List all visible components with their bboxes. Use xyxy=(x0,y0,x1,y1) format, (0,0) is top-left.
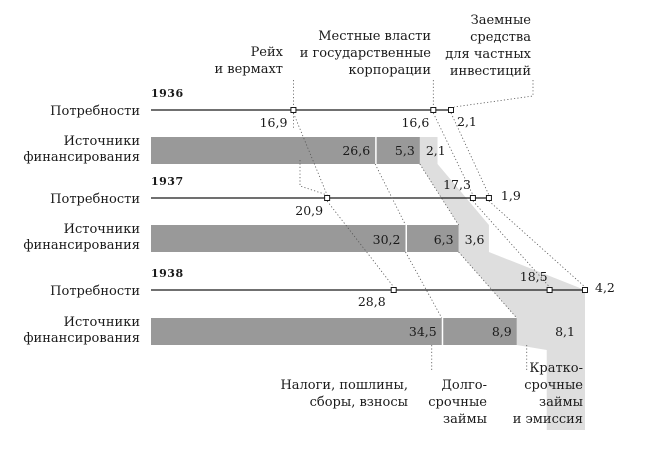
sources-value-short-1938: 8,1 xyxy=(555,324,575,339)
leader-private-annotation xyxy=(453,80,534,108)
leader-taxes-37-38 xyxy=(405,251,443,319)
annotation-local-line-3: корпорации xyxy=(348,63,431,78)
annotation-private-line-1: Заемные xyxy=(471,13,532,28)
row-label-sources-1938-line-1: Источники xyxy=(64,315,140,330)
annotation-taxes-line-2: сборы, взносы xyxy=(310,395,408,410)
row-label-sources-1937-line-2: финансирования xyxy=(23,238,140,253)
sources-value-short-1936: 2,1 xyxy=(426,143,446,158)
annotation-taxes-line-1: Налоги, пошлины, xyxy=(280,378,408,393)
needs-value-1937-3: 1,9 xyxy=(501,188,521,203)
leader-private-36-37 xyxy=(450,112,490,196)
short-term-loans-band xyxy=(419,137,585,430)
bar-long-term-loans-1938 xyxy=(443,318,517,345)
bar-long-term-loans-1936 xyxy=(376,137,420,164)
annotation-private-line-4: инвестиций xyxy=(450,64,531,79)
leader-local-37-38 xyxy=(472,200,550,288)
annotation-short-loans-line-1: Кратко- xyxy=(529,361,583,376)
bar-taxes-1938 xyxy=(151,318,442,345)
row-label-needs-1936: Потребности xyxy=(50,104,140,119)
row-label-sources-1938-line-2: финансирования xyxy=(23,331,140,346)
marker-reich-1936 xyxy=(290,107,297,113)
bar-taxes-1936 xyxy=(151,137,376,164)
marker-reich-1937 xyxy=(324,195,331,201)
marker-local-1938 xyxy=(546,287,553,293)
marker-private-1936 xyxy=(448,107,455,113)
leader-reich-37-label xyxy=(299,160,328,196)
sources-value-long-1936: 5,3 xyxy=(395,143,415,158)
annotation-local-line-2: и государственные xyxy=(300,46,432,61)
needs-value-1938-2: 18,5 xyxy=(520,269,548,284)
marker-reich-1938 xyxy=(390,287,397,293)
annotation-reich-line-2: и вермахт xyxy=(214,62,283,77)
sources-value-long-1938: 8,9 xyxy=(492,324,512,339)
marker-private-1937 xyxy=(485,195,492,201)
sources-value-short-1937: 3,6 xyxy=(465,232,485,247)
marker-private-1938 xyxy=(582,287,588,293)
needs-value-1936-3: 2,1 xyxy=(457,114,477,129)
row-label-sources-1937-line-1: Источники xyxy=(64,222,140,237)
sources-value-taxes-1936: 26,6 xyxy=(342,143,370,158)
year-label-1936: 1936 xyxy=(151,87,184,100)
annotation-short-loans-line-3: займы xyxy=(539,395,583,410)
needs-value-1936-1: 16,9 xyxy=(260,115,288,130)
annotation-short-loans-line-4: и эмиссия xyxy=(513,412,583,427)
row-label-sources-1936-line-1: Источники xyxy=(64,134,140,149)
leader-local-36-37 xyxy=(432,112,474,196)
sources-value-taxes-1937: 30,2 xyxy=(373,232,401,247)
annotation-short-loans-line-2: срочные xyxy=(524,378,583,393)
needs-value-1937-1: 20,9 xyxy=(295,203,323,218)
row-label-sources-1936-line-2: финансирования xyxy=(23,150,140,165)
leader-long-37-38 xyxy=(458,251,518,319)
leader-reich-36-37 xyxy=(293,112,328,196)
annotation-reich-line-1: Рейх xyxy=(251,45,284,60)
sources-value-taxes-1938: 34,5 xyxy=(409,324,437,339)
needs-value-1938-1: 28,8 xyxy=(358,294,386,309)
leader-reich-37-38 xyxy=(326,200,395,288)
annotation-local-line-1: Местные власти xyxy=(318,29,431,44)
annotation-private-line-2: средства xyxy=(470,30,531,45)
bar-long-term-loans-1937 xyxy=(407,225,459,252)
annotation-long-loans-line-1: Долго- xyxy=(441,378,487,393)
row-label-needs-1937: Потребности xyxy=(50,192,140,207)
bar-taxes-1937 xyxy=(151,225,406,252)
leader-taxes-36-37 xyxy=(374,163,406,226)
marker-local-1937 xyxy=(469,195,476,201)
marker-local-1936 xyxy=(430,107,437,113)
needs-value-1937-2: 17,3 xyxy=(443,177,471,192)
needs-value-1936-2: 16,6 xyxy=(401,115,429,130)
needs-value-1938-3: 4,2 xyxy=(595,280,615,295)
row-label-needs-1938: Потребности xyxy=(50,284,140,299)
annotation-long-loans-line-3: займы xyxy=(443,412,487,427)
year-label-1938: 1938 xyxy=(151,267,184,280)
leader-private-37-38 xyxy=(488,200,586,288)
sources-value-long-1937: 6,3 xyxy=(434,232,454,247)
annotation-long-loans-line-2: срочные xyxy=(428,395,487,410)
year-label-1937: 1937 xyxy=(151,175,184,188)
annotation-private-line-3: для частных xyxy=(445,47,531,62)
